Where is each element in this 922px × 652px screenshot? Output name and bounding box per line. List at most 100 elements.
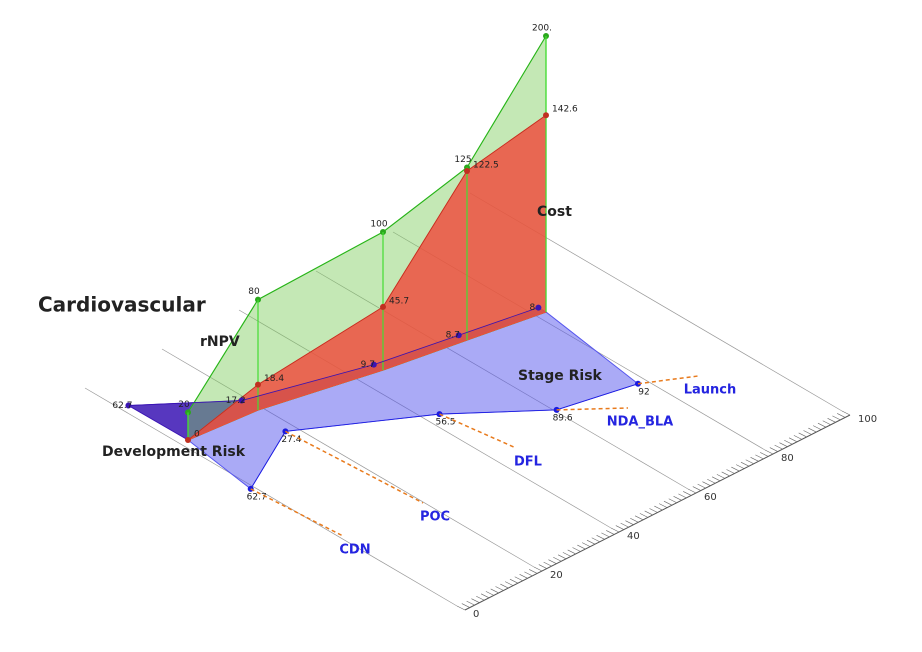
minor-tick — [456, 605, 466, 611]
minor-tick — [548, 559, 557, 564]
data-label: 200. — [532, 24, 552, 34]
minor-tick — [581, 542, 591, 547]
series-name: rNPV — [200, 334, 240, 350]
minor-tick — [471, 598, 480, 603]
minor-tick — [745, 459, 754, 465]
minor-tick — [750, 457, 759, 462]
minor-tick — [707, 478, 716, 484]
minor-tick — [692, 486, 701, 491]
minor-tick — [731, 466, 740, 472]
chart-title: Cardiovascular — [38, 293, 206, 317]
minor-tick — [504, 581, 514, 586]
plot: 20 80 100 125 200. 0 18.4 45.7 122.5 142.6 62.7 17.… — [102, 24, 736, 558]
stage-label: CDN — [339, 543, 370, 558]
minor-tick — [567, 549, 576, 555]
minor-tick — [755, 454, 764, 460]
data-point — [185, 437, 191, 443]
minor-tick — [711, 476, 721, 482]
risk-tick-label: 20 — [550, 570, 563, 581]
minor-tick — [663, 500, 673, 506]
minor-tick — [557, 554, 567, 560]
minor-tick — [827, 418, 836, 423]
minor-tick — [606, 530, 615, 535]
minor-tick — [596, 535, 605, 540]
stage-connector — [556, 407, 629, 411]
series-name: Development Risk — [102, 444, 246, 460]
data-label: 27.4 — [281, 435, 301, 445]
data-point — [464, 167, 470, 174]
minor-tick — [735, 464, 745, 469]
minor-tick — [485, 591, 495, 596]
minor-tick — [649, 508, 658, 513]
minor-tick — [625, 520, 634, 525]
data-label: 62.7 — [112, 401, 132, 411]
minor-tick — [668, 498, 677, 504]
data-label: 9.7 — [361, 360, 375, 370]
minor-tick — [615, 525, 624, 530]
minor-tick — [630, 517, 639, 523]
minor-tick — [784, 439, 793, 445]
minor-tick — [519, 574, 528, 579]
minor-tick — [601, 532, 610, 538]
minor-tick — [769, 447, 778, 452]
minor-tick — [760, 452, 769, 457]
data-label: 8 — [530, 303, 536, 313]
data-label: 80 — [248, 287, 260, 297]
data-label: 62.7 — [247, 492, 267, 502]
data-point — [238, 397, 245, 404]
minor-tick — [793, 435, 803, 440]
stage-label: NDA_BLA — [607, 415, 674, 430]
minor-tick — [837, 413, 846, 418]
minor-tick — [726, 469, 735, 474]
minor-tick — [644, 510, 653, 516]
stage-connector — [285, 430, 424, 504]
minor-tick — [832, 415, 841, 421]
minor-tick — [721, 471, 730, 477]
data-point — [455, 332, 462, 339]
series-name: Cost — [537, 204, 572, 220]
risk-tick-label: 0 — [473, 609, 479, 620]
minor-tick — [774, 444, 783, 450]
data-label: 0 — [194, 430, 200, 440]
minor-tick — [683, 491, 692, 496]
minor-tick — [476, 595, 485, 601]
minor-tick — [461, 603, 470, 608]
minor-tick — [673, 496, 682, 501]
minor-tick — [634, 515, 644, 521]
risk-tick-label: 80 — [781, 453, 794, 464]
stage-connector — [250, 488, 344, 537]
minor-tick — [658, 503, 668, 508]
minor-tick — [466, 600, 475, 606]
minor-tick — [841, 410, 851, 416]
minor-tick — [822, 420, 831, 426]
stage-connector — [637, 375, 699, 385]
data-label: 45.7 — [389, 296, 409, 306]
minor-tick — [812, 425, 822, 430]
data-label: 125 — [454, 155, 471, 165]
minor-tick — [543, 561, 552, 567]
data-point — [255, 381, 261, 388]
minor-tick — [514, 576, 523, 582]
minor-tick — [620, 522, 629, 528]
data-label: 92 — [638, 387, 649, 397]
minor-tick — [779, 442, 788, 447]
minor-tick — [740, 461, 750, 467]
minor-tick — [654, 505, 663, 511]
minor-tick — [591, 537, 600, 543]
data-label: 142.6 — [552, 105, 578, 115]
minor-tick — [803, 430, 812, 435]
minor-tick — [490, 588, 499, 594]
minor-tick — [702, 481, 711, 486]
data-label: 20 — [178, 400, 190, 410]
minor-tick — [533, 566, 543, 572]
data-point — [535, 304, 542, 311]
minor-tick — [577, 544, 586, 550]
data-label: 100 — [370, 220, 387, 230]
minor-tick — [562, 552, 572, 557]
data-point — [125, 402, 132, 409]
minor-tick — [678, 493, 687, 499]
data-label: 122.5 — [473, 160, 499, 170]
stage-label: DFL — [514, 455, 542, 470]
minor-tick — [500, 583, 509, 589]
